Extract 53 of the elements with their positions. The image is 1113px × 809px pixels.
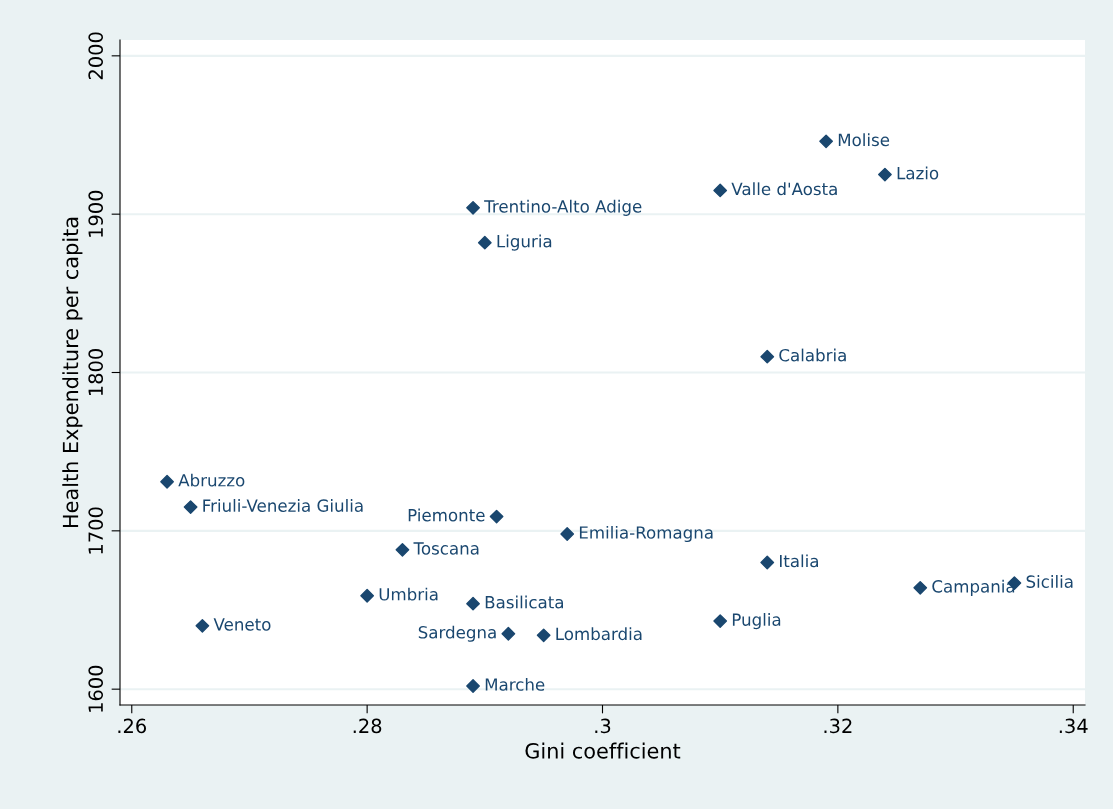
point (360, 588, 375, 603)
annotation: Sicilia (1026, 575, 1073, 588)
annotation: Puglia (732, 613, 781, 630)
x-tick-label: .3 (595, 718, 611, 734)
annotation: Sardegna (418, 625, 496, 642)
point (466, 200, 480, 215)
x-tick-label: .26 (118, 718, 147, 734)
annotation: Liguria (497, 234, 552, 251)
y-tick-label: 1700 (88, 507, 104, 554)
point (878, 167, 892, 182)
point (183, 500, 198, 514)
y-tick-label: 1800 (88, 349, 104, 396)
annotation: Veneto (213, 618, 271, 631)
point (713, 183, 728, 198)
point (560, 527, 575, 541)
point (713, 614, 728, 628)
annotation: Basilicata (485, 595, 563, 609)
annotation: Trentino-Alto Adige (484, 199, 642, 216)
point (195, 618, 210, 633)
x-tick-label: .32 (824, 718, 852, 734)
annotation: Toscana (413, 542, 479, 555)
x-tick-label: .34 (1059, 718, 1088, 734)
point (477, 235, 492, 250)
annotation: Lombardia (556, 627, 642, 641)
point (760, 555, 775, 570)
annotation: Friuli-Venezia Giulia (203, 499, 363, 512)
point (466, 596, 480, 611)
y-tick-label: 2000 (88, 32, 104, 80)
annotation: Piemonte (408, 508, 485, 522)
point (819, 134, 834, 149)
x-axis-title: Gini coefficient (525, 742, 681, 759)
annotation: Abruzzo (178, 473, 245, 487)
annotation: Valle d'Aosta (731, 182, 837, 196)
annotation: Molise (838, 133, 890, 147)
y-axis-title: Health Expenditure per capita (62, 217, 83, 527)
annotation: Umbria (379, 587, 438, 601)
point (395, 542, 410, 557)
x-tick-label: .28 (353, 718, 382, 734)
point (913, 580, 928, 595)
point (501, 626, 516, 641)
point (489, 509, 504, 524)
y-tick-label: 1900 (88, 190, 104, 237)
annotation: Emilia-Romagna (579, 525, 713, 543)
annotation: Lazio (897, 166, 939, 180)
annotation: Italia (780, 554, 818, 568)
annotation: Calabria (779, 348, 846, 362)
annotation: Marche (485, 677, 545, 691)
point (466, 679, 480, 693)
annotation: Campania (932, 579, 1015, 596)
point (536, 628, 551, 643)
y-tick-label: 1600 (88, 665, 104, 712)
point (760, 349, 775, 364)
point (160, 474, 174, 489)
